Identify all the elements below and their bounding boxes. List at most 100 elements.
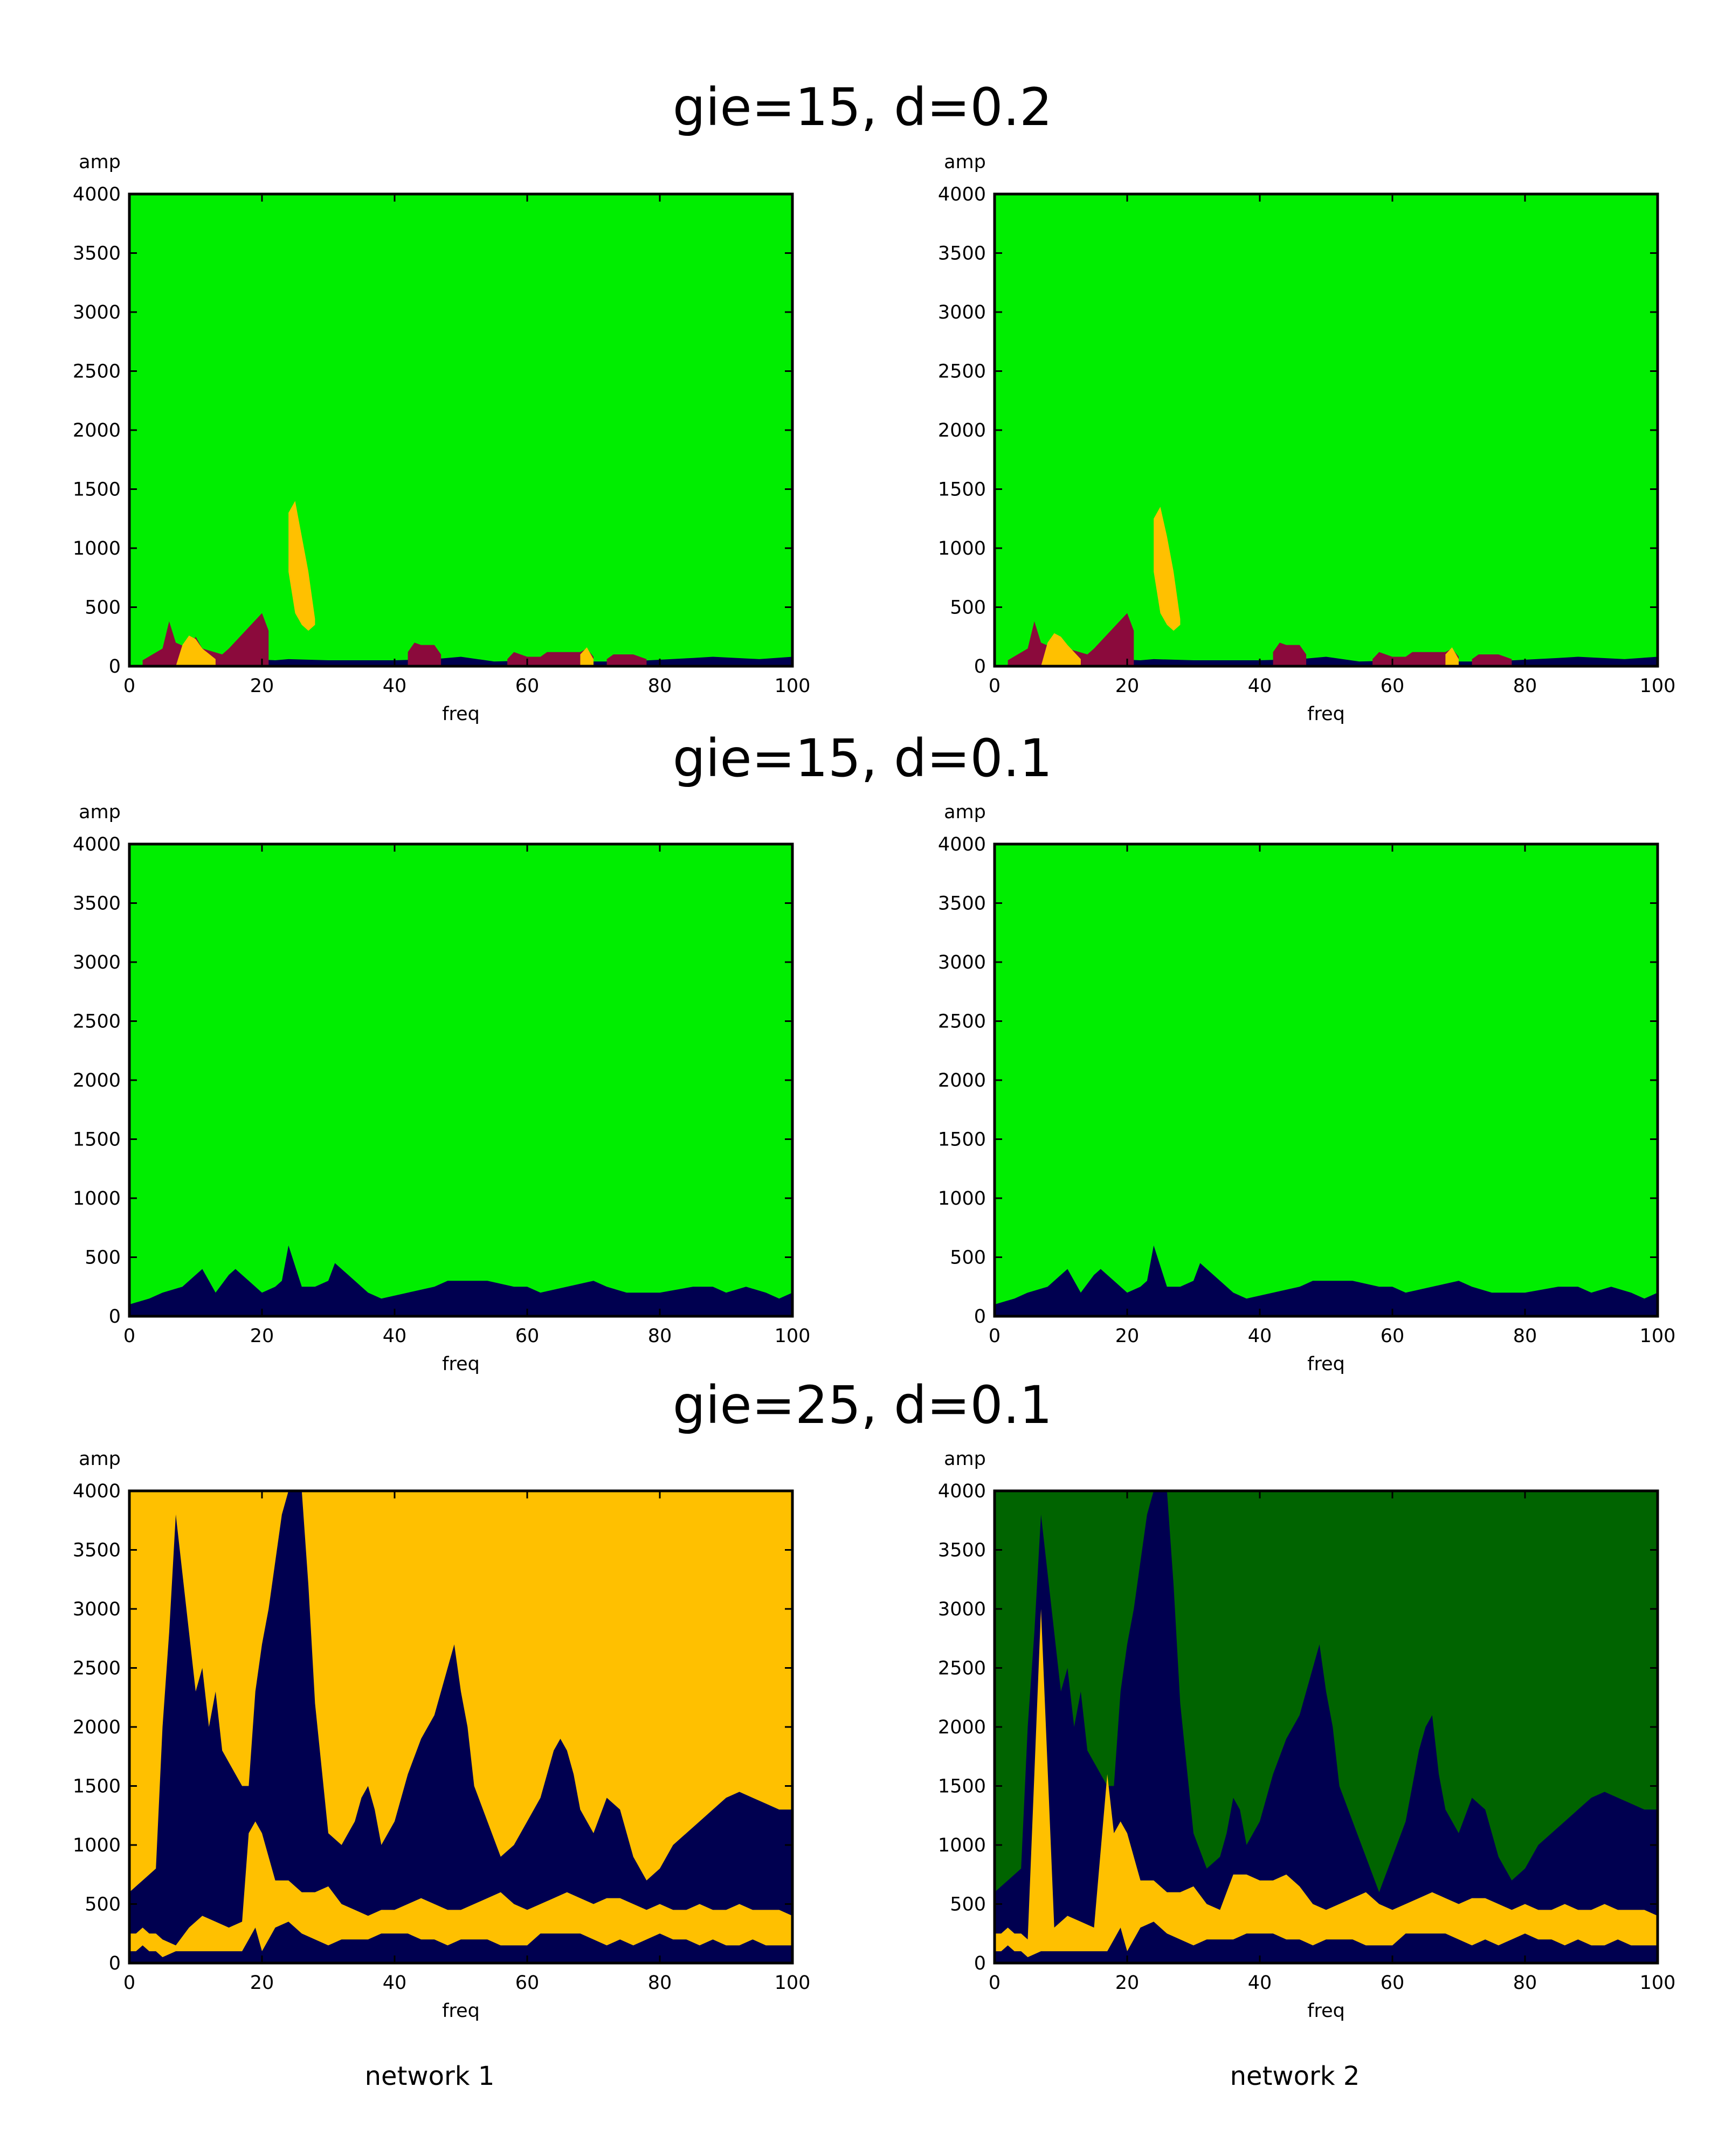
y-tick-label: 1000 [73,1835,121,1856]
heatmap-background [129,844,792,1316]
x-tick-label: 80 [1513,1972,1537,1994]
x-tick-label: 0 [989,675,1000,697]
x-tick-label: 60 [515,675,540,697]
heatmap-panel-4: 0 20 40 60 80 1000500100015002000250030003500… [938,801,1675,1375]
y-tick-label: 3500 [73,893,121,915]
network-label-1: network 1 [365,2061,495,2091]
y-tick-label: 2500 [73,1658,121,1680]
x-tick-label: 20 [1115,675,1140,697]
x-tick-label: 100 [775,1325,811,1347]
y-axis-label: amp [79,151,121,173]
y-tick-label: 0 [974,656,986,678]
row-title-3: gie=25, d=0.1 [673,1375,1052,1435]
y-tick-label: 1500 [73,1776,121,1798]
y-tick-label: 500 [950,597,986,619]
heatmap-panel-6: 0 20 40 60 80 1000500100015002000250030003500… [938,1448,1675,2022]
y-tick-label: 0 [109,656,121,678]
x-tick-label: 100 [775,1972,811,1994]
x-axis-label: freq [442,2000,480,2022]
network-label-2: network 2 [1230,2061,1360,2091]
y-tick-label: 1500 [938,479,986,501]
y-tick-label: 500 [950,1247,986,1269]
x-tick-label: 40 [1248,1972,1272,1994]
y-tick-label: 2000 [938,420,986,441]
region-orange-2 [995,1609,1658,1958]
x-axis-label: freq [1307,2000,1345,2022]
x-tick-label: 60 [1381,1325,1405,1347]
y-axis-label: amp [944,1448,986,1470]
y-tick-label: 4000 [938,184,986,205]
heatmap-regions [995,1491,1658,1963]
region-maroon-5 [408,642,441,666]
x-tick-label: 40 [1248,1325,1272,1347]
heatmap-panel-3: 0 20 40 60 80 1000500100015002000250030003500… [73,801,810,1375]
heatmap-panel-2: 0 20 40 60 80 1000500100015002000250030003500… [938,151,1675,725]
y-tick-label: 1500 [938,1129,986,1151]
heatmap-background [995,844,1658,1316]
y-tick-label: 3000 [938,1599,986,1620]
x-tick-label: 60 [1381,1972,1405,1994]
y-tick-label: 2000 [73,1717,121,1738]
x-tick-label: 80 [648,1972,672,1994]
x-tick-label: 80 [1513,675,1537,697]
x-tick-label: 100 [1640,1325,1676,1347]
x-tick-label: 40 [383,1972,407,1994]
x-axis-label: freq [442,703,480,725]
y-axis-label: amp [944,151,986,173]
y-tick-label: 500 [85,1247,121,1269]
x-tick-label: 60 [1381,675,1405,697]
x-tick-label: 100 [1640,675,1676,697]
region-maroon-6 [1372,648,1459,666]
heatmap-regions [129,1245,792,1316]
x-tick-label: 100 [1640,1972,1676,1994]
x-tick-label: 80 [1513,1325,1537,1347]
y-tick-label: 4000 [73,834,121,855]
y-tick-label: 1500 [73,1129,121,1151]
x-tick-label: 80 [648,1325,672,1347]
heatmap-regions [995,507,1658,666]
y-tick-label: 3500 [938,893,986,915]
region-maroon-2 [1008,613,1134,666]
y-tick-label: 1000 [938,1188,986,1210]
y-tick-label: 3500 [938,243,986,265]
region-maroon-6 [507,648,594,666]
y-tick-label: 500 [85,1894,121,1916]
region-orange-4 [288,501,315,631]
x-tick-label: 0 [989,1325,1000,1347]
x-tick-label: 100 [775,675,811,697]
x-tick-label: 20 [1115,1972,1140,1994]
x-tick-label: 20 [1115,1325,1140,1347]
y-tick-label: 4000 [73,1481,121,1502]
region-navy-1 [129,1245,792,1316]
x-tick-label: 0 [989,1972,1000,1994]
y-tick-label: 500 [950,1894,986,1916]
y-tick-label: 0 [109,1953,121,1974]
y-axis-label: amp [79,801,121,823]
x-tick-label: 0 [123,675,135,697]
y-axis-label: amp [944,801,986,823]
y-tick-label: 3000 [73,302,121,323]
y-tick-label: 3500 [73,243,121,265]
y-tick-label: 2500 [938,361,986,383]
y-tick-label: 2500 [73,1011,121,1033]
region-maroon-7 [606,654,647,666]
x-tick-label: 60 [515,1325,540,1347]
region-maroon-5 [1273,642,1307,666]
y-tick-label: 3000 [938,952,986,973]
y-tick-label: 3500 [938,1540,986,1561]
region-orange-2 [129,1821,792,1958]
heatmap-background [995,194,1658,666]
x-tick-label: 20 [250,1972,274,1994]
y-tick-label: 1000 [938,1835,986,1856]
y-tick-label: 2000 [938,1717,986,1738]
x-tick-label: 40 [383,1325,407,1347]
y-tick-label: 2500 [938,1658,986,1680]
y-tick-label: 3000 [73,1599,121,1620]
y-tick-label: 2500 [938,1011,986,1033]
region-navy-1 [129,1491,792,1963]
y-tick-label: 2500 [73,361,121,383]
region-orange-8 [580,647,594,666]
region-orange-3 [1041,633,1081,666]
y-tick-label: 0 [974,1953,986,1974]
y-tick-label: 3000 [938,302,986,323]
